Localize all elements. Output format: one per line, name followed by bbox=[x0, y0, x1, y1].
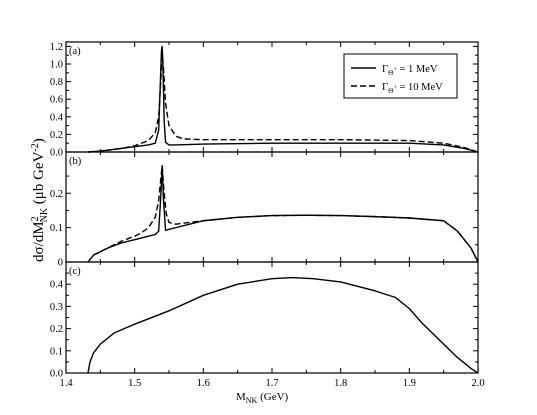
y-tick-label: 0.0 bbox=[50, 369, 63, 380]
panels: (a) 0.0 0.2 0.4 0.6 0.8 1.0 1.2 (b) 0 0.1 0.2 (c) 0.0… bbox=[50, 41, 485, 389]
x-tick-label: 1.6 bbox=[197, 378, 210, 389]
x-axis-label: MNK (GeV) bbox=[236, 391, 289, 405]
y-axis-label: dσ/dM2NK (μb GeV-2) bbox=[30, 138, 50, 262]
panel-label: (c) bbox=[69, 266, 81, 277]
y-tick-label: 0.4 bbox=[50, 112, 64, 123]
legend-entry-2: ΓΘ+ = 10 MeV bbox=[382, 82, 443, 95]
series-solid-line bbox=[87, 45, 479, 153]
y-tick-label: 0.0 bbox=[50, 148, 63, 159]
y-tick-label: 0.1 bbox=[50, 346, 63, 357]
y-tick-label: 1.0 bbox=[50, 60, 63, 71]
series-solid-line bbox=[87, 276, 479, 374]
panel-frame bbox=[65, 151, 479, 263]
y-tick-label: 0.4 bbox=[50, 280, 64, 291]
x-tick-label: 1.9 bbox=[403, 378, 416, 389]
series-dashed-line bbox=[87, 54, 479, 153]
y-tick-label: 0.2 bbox=[50, 189, 63, 200]
series-dashed-line bbox=[87, 165, 479, 263]
y-tick-label: 1.2 bbox=[50, 42, 63, 53]
x-tick-label: 1.8 bbox=[334, 378, 347, 389]
y-tick-label: 0.6 bbox=[50, 95, 63, 106]
x-tick-label: 2.0 bbox=[471, 378, 484, 389]
series-solid-line bbox=[87, 165, 479, 263]
x-tick-label: 1.7 bbox=[265, 378, 278, 389]
y-tick-label: 0.2 bbox=[50, 130, 63, 141]
y-tick-label: 0.8 bbox=[50, 77, 63, 88]
panel-label: (a) bbox=[69, 46, 81, 57]
x-tick-label: 1.5 bbox=[128, 378, 141, 389]
panel-label: (b) bbox=[69, 156, 82, 167]
y-tick-label: 0.1 bbox=[50, 223, 63, 234]
y-tick-label: 0 bbox=[58, 258, 63, 269]
legend-frame bbox=[343, 53, 458, 99]
y-tick-label: 0.2 bbox=[50, 324, 63, 335]
x-tick-label: 1.4 bbox=[59, 378, 73, 389]
panel-c: (c) 0.0 0.1 0.2 0.3 0.4 bbox=[50, 261, 479, 380]
legend-entry-1: ΓΘ+ = 1 MeV bbox=[382, 64, 438, 77]
legend: ΓΘ+ = 1 MeV ΓΘ+ = 10 MeV bbox=[343, 53, 458, 99]
panel-b: (b) 0 0.1 0.2 bbox=[50, 151, 479, 269]
y-tick-label: 0.3 bbox=[50, 302, 63, 313]
